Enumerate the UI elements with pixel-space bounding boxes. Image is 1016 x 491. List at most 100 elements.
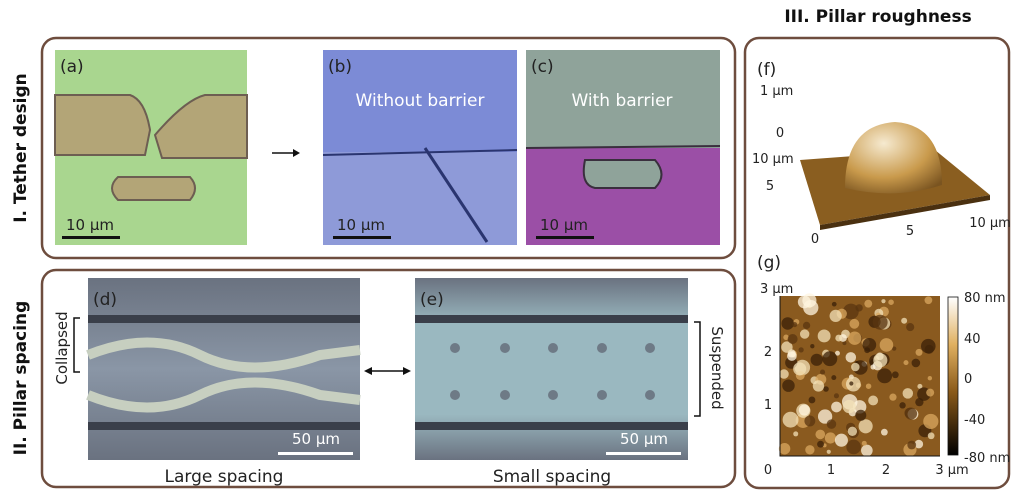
texture-spot bbox=[799, 347, 804, 352]
texture-spot bbox=[864, 300, 872, 308]
texture-spot bbox=[899, 402, 905, 408]
texture-spot bbox=[868, 396, 878, 406]
texture-spot bbox=[805, 445, 814, 454]
texture-spot bbox=[921, 339, 936, 354]
texture-spot bbox=[781, 317, 793, 329]
y-tick-label: 1 bbox=[764, 398, 772, 413]
texture-spot bbox=[793, 362, 806, 375]
scale-bar-label: 10 µm bbox=[337, 216, 385, 234]
texture-spot bbox=[831, 402, 842, 413]
texture-spot bbox=[846, 352, 856, 362]
scale-bar-label: 10 µm bbox=[540, 216, 588, 234]
texture-spot bbox=[880, 338, 894, 352]
texture-spot bbox=[889, 394, 896, 401]
texture-spot bbox=[881, 299, 885, 303]
texture-spot bbox=[830, 310, 842, 322]
texture-spot bbox=[849, 381, 853, 385]
texture-spot bbox=[783, 412, 799, 428]
texture-spot bbox=[848, 332, 861, 345]
colorbar-label: -80 nm bbox=[964, 451, 1010, 466]
section-title: III. Pillar roughness bbox=[784, 7, 971, 27]
texture-spot bbox=[827, 419, 837, 429]
texture-spot bbox=[779, 443, 790, 454]
texture-spot bbox=[822, 351, 837, 366]
arrow-head bbox=[293, 149, 300, 157]
texture-spot bbox=[810, 344, 814, 348]
texture-spot bbox=[804, 416, 815, 427]
texture-spot bbox=[835, 434, 848, 447]
x-tick-label: 0 bbox=[811, 232, 819, 247]
texture-spot bbox=[907, 441, 916, 450]
panel-caption: Large spacing bbox=[165, 467, 284, 487]
panel-caption: With barrier bbox=[571, 91, 672, 111]
texture-spot bbox=[855, 410, 866, 421]
texture-spot bbox=[809, 397, 816, 404]
panel-label: (b) bbox=[328, 57, 352, 77]
texture-spot bbox=[926, 389, 934, 397]
section-title: II. Pillar spacing bbox=[11, 301, 31, 456]
texture-spot bbox=[861, 445, 873, 457]
texture-spot bbox=[892, 371, 899, 378]
texture-spot bbox=[818, 330, 831, 343]
texture-spot bbox=[800, 329, 809, 338]
colorbar-label: 80 nm bbox=[964, 291, 1006, 306]
texture-spot bbox=[859, 419, 873, 433]
scale-bar-label: 10 µm bbox=[66, 216, 114, 234]
texture-spot bbox=[799, 405, 810, 416]
y-tick-label: 3 µm bbox=[760, 282, 793, 297]
texture-spot bbox=[912, 359, 921, 368]
texture-spot bbox=[834, 393, 839, 398]
texture-spot bbox=[851, 363, 860, 372]
texture-spot bbox=[905, 407, 917, 419]
y-tick-label: 2 bbox=[764, 345, 772, 360]
section-title: I. Tether design bbox=[11, 73, 31, 223]
texture-spot bbox=[866, 383, 871, 388]
texture-spot bbox=[923, 414, 938, 429]
texture-spot bbox=[813, 380, 824, 391]
x-tick-label: 0 bbox=[764, 463, 772, 478]
texture-spot bbox=[835, 335, 842, 342]
texture-spot bbox=[888, 299, 894, 305]
texture-spot bbox=[788, 334, 798, 344]
texture-spot bbox=[803, 322, 810, 329]
texture-spot bbox=[916, 349, 923, 356]
texture-spot bbox=[793, 431, 798, 436]
texture-spot bbox=[815, 430, 825, 440]
y-tick-label: 10 µm bbox=[752, 152, 794, 167]
texture-spot bbox=[903, 360, 908, 365]
texture-spot bbox=[798, 295, 811, 308]
z-tick-label: 0 bbox=[776, 126, 784, 141]
texture-spot bbox=[848, 427, 857, 436]
panel-caption: Without barrier bbox=[356, 91, 485, 111]
x-tick-label: 10 µm bbox=[969, 216, 1011, 231]
texture-spot bbox=[862, 441, 867, 446]
panel-label: (a) bbox=[60, 57, 84, 77]
texture-spot bbox=[782, 379, 794, 391]
texture-spot bbox=[906, 323, 914, 331]
texture-spot bbox=[779, 369, 789, 379]
x-tick-label: 5 bbox=[906, 224, 914, 239]
texture-spot bbox=[873, 315, 888, 330]
texture-spot bbox=[792, 322, 797, 327]
texture-spot bbox=[928, 432, 935, 439]
panel-label: (e) bbox=[420, 290, 444, 310]
side-label: Suspended bbox=[708, 326, 726, 409]
afm-3d bbox=[800, 122, 990, 230]
side-label: Collapsed bbox=[53, 311, 71, 384]
texture-spot bbox=[846, 440, 861, 455]
panel-label: (f) bbox=[757, 60, 776, 80]
texture-spot bbox=[817, 441, 824, 448]
texture-spot bbox=[881, 429, 888, 436]
panel-label: (c) bbox=[531, 57, 554, 77]
scale-bar-label: 50 µm bbox=[620, 430, 668, 448]
texture-spot bbox=[928, 376, 932, 380]
colorbar-label: 40 bbox=[964, 332, 981, 347]
texture-spot bbox=[915, 398, 923, 406]
texture-spot bbox=[831, 375, 836, 380]
bracket bbox=[694, 322, 700, 416]
y-tick-label: 5 bbox=[766, 179, 774, 194]
texture-spot bbox=[903, 388, 913, 398]
afm-map bbox=[779, 293, 958, 456]
x-tick-label: 2 bbox=[882, 463, 890, 478]
texture-spot bbox=[811, 354, 823, 366]
